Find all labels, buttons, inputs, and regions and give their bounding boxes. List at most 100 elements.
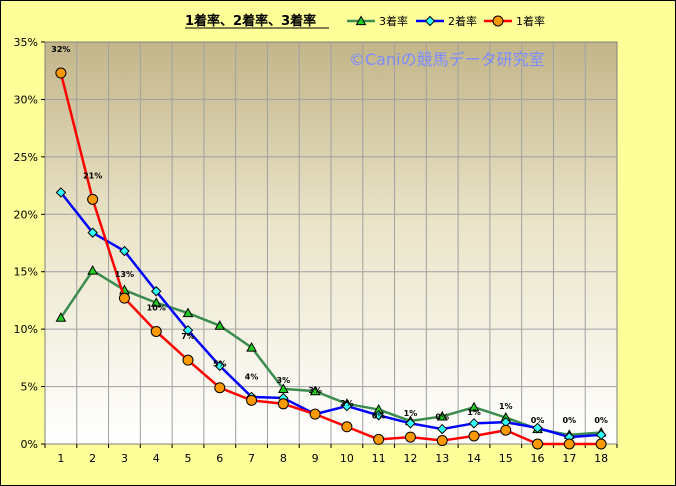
data-point <box>118 292 130 304</box>
y-tick-label: 0% <box>21 438 38 451</box>
data-label: 13% <box>115 270 134 279</box>
data-point <box>87 227 98 238</box>
data-label: 3% <box>277 376 291 385</box>
data-point <box>214 320 226 330</box>
data-label: 1% <box>467 408 481 417</box>
x-tick-label: 11 <box>372 452 386 465</box>
data-point <box>214 360 225 372</box>
y-tick-label: 30% <box>14 93 38 106</box>
x-tick-label: 4 <box>153 452 160 465</box>
data-label: 0% <box>372 411 386 420</box>
data-point <box>595 438 607 450</box>
data-point <box>468 430 480 442</box>
legend-item: 3着率 <box>347 14 408 28</box>
chart-title: 1着率、2着率、3着率 <box>185 13 316 29</box>
data-point <box>214 382 226 394</box>
grid-lines <box>45 42 617 444</box>
data-label: 1% <box>499 402 513 411</box>
data-point <box>437 423 448 435</box>
data-label: 0% <box>594 416 608 425</box>
x-tick-label: 15 <box>499 452 513 465</box>
data-point <box>55 312 67 322</box>
y-tick-label: 15% <box>14 266 38 279</box>
data-point <box>492 15 504 27</box>
data-label: 7% <box>181 332 195 341</box>
data-label: 1% <box>404 409 418 418</box>
data-label: 32% <box>51 45 70 54</box>
data-point <box>150 325 162 337</box>
series-lines <box>55 67 607 450</box>
y-tick-label: 5% <box>21 381 38 394</box>
data-point <box>468 401 480 412</box>
data-label: 3% <box>308 386 322 395</box>
legend-label: 3着率 <box>379 14 408 28</box>
series-line <box>59 191 602 439</box>
x-tick-label: 14 <box>467 452 481 465</box>
data-label: 10% <box>147 303 166 312</box>
watermark-text: ©Caniの競馬データ研究室 <box>349 50 545 69</box>
data-point <box>436 435 448 447</box>
data-point <box>309 408 321 420</box>
data-point <box>246 341 257 352</box>
x-tick-label: 13 <box>435 452 449 465</box>
data-label: 0% <box>531 416 545 425</box>
series-circle <box>55 67 607 450</box>
x-tick-label: 18 <box>594 452 608 465</box>
data-point <box>55 187 67 198</box>
data-point <box>246 394 258 406</box>
x-tick-label: 6 <box>216 452 223 465</box>
y-tick-label: 35% <box>14 36 38 49</box>
data-point <box>405 418 416 429</box>
data-label: 0% <box>435 413 449 422</box>
legend-item: 2着率 <box>416 14 477 28</box>
data-point <box>468 418 480 429</box>
data-point <box>355 15 367 26</box>
data-point <box>87 265 99 275</box>
data-label: 21% <box>83 171 102 180</box>
data-labels: 32% 21% 13% 10% 7% 5% 4% 3% 3% 2% 0% 1% 0% 1% 1% 0% 0% 0% <box>51 45 608 425</box>
data-label: 5% <box>213 360 227 369</box>
data-point <box>500 424 512 436</box>
data-point <box>373 410 384 421</box>
x-tick-label: 17 <box>562 452 576 465</box>
y-tick-label: 10% <box>14 323 38 336</box>
series-line <box>59 72 602 446</box>
x-tick-label: 9 <box>312 452 319 465</box>
x-tick-label: 3 <box>121 452 128 465</box>
axes: 0%5%10%15%20%25%30%35%1 2 3 4 5 6 7 8 9 10 11 12 13 1… <box>14 36 618 465</box>
x-tick-label: 1 <box>57 452 64 465</box>
data-point <box>87 193 99 205</box>
legend-label: 1着率 <box>516 14 545 28</box>
x-tick-label: 10 <box>340 452 354 465</box>
data-point <box>436 410 448 421</box>
series-line <box>59 269 602 437</box>
data-point <box>424 15 436 27</box>
data-label: 0% <box>563 416 577 425</box>
legend: 3着率 2着率 1着率 <box>347 14 545 28</box>
data-point <box>119 245 130 257</box>
x-tick-label: 7 <box>248 452 255 465</box>
x-tick-label: 8 <box>280 452 287 465</box>
data-label: 4% <box>245 372 259 381</box>
x-tick-label: 16 <box>531 452 545 465</box>
data-point <box>182 354 194 366</box>
data-point <box>563 438 575 450</box>
data-point <box>341 400 353 412</box>
data-point <box>151 286 162 297</box>
x-tick-label: 12 <box>403 452 417 465</box>
data-point <box>532 438 544 450</box>
data-point <box>532 422 543 434</box>
data-point <box>55 67 67 79</box>
data-label: 2% <box>340 399 354 408</box>
y-tick-label: 20% <box>14 208 38 221</box>
data-point <box>373 433 385 445</box>
legend-item: 1着率 <box>484 14 545 28</box>
x-tick-label: 2 <box>89 452 96 465</box>
data-point <box>182 307 194 318</box>
data-point <box>277 398 289 410</box>
x-tick-label: 5 <box>185 452 192 465</box>
data-point <box>277 383 289 393</box>
data-point <box>150 297 162 307</box>
y-tick-label: 25% <box>14 151 38 164</box>
